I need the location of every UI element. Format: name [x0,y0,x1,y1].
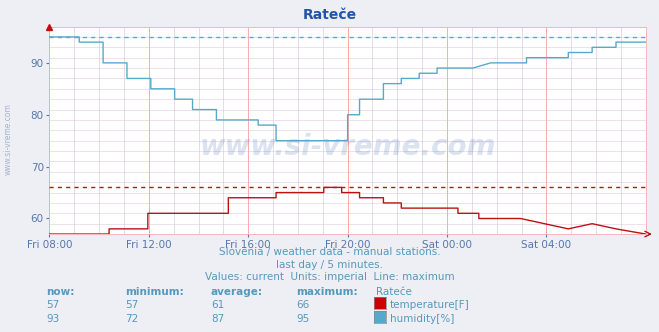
Text: 72: 72 [125,314,138,324]
Text: Rateče: Rateče [302,8,357,22]
Text: Values: current  Units: imperial  Line: maximum: Values: current Units: imperial Line: ma… [205,272,454,282]
Text: www.si-vreme.com: www.si-vreme.com [4,104,13,175]
Text: 87: 87 [211,314,224,324]
Text: Rateče: Rateče [376,287,411,297]
Text: Slovenia / weather data - manual stations.: Slovenia / weather data - manual station… [219,247,440,257]
Text: 57: 57 [125,300,138,310]
Text: average:: average: [211,287,263,297]
Text: 66: 66 [297,300,310,310]
Text: minimum:: minimum: [125,287,184,297]
Text: 93: 93 [46,314,59,324]
Text: 95: 95 [297,314,310,324]
Text: 57: 57 [46,300,59,310]
Text: maximum:: maximum: [297,287,358,297]
Text: 61: 61 [211,300,224,310]
Text: last day / 5 minutes.: last day / 5 minutes. [276,260,383,270]
Text: temperature[F]: temperature[F] [390,300,470,310]
Text: www.si-vreme.com: www.si-vreme.com [200,133,496,161]
Text: now:: now: [46,287,74,297]
Text: humidity[%]: humidity[%] [390,314,455,324]
